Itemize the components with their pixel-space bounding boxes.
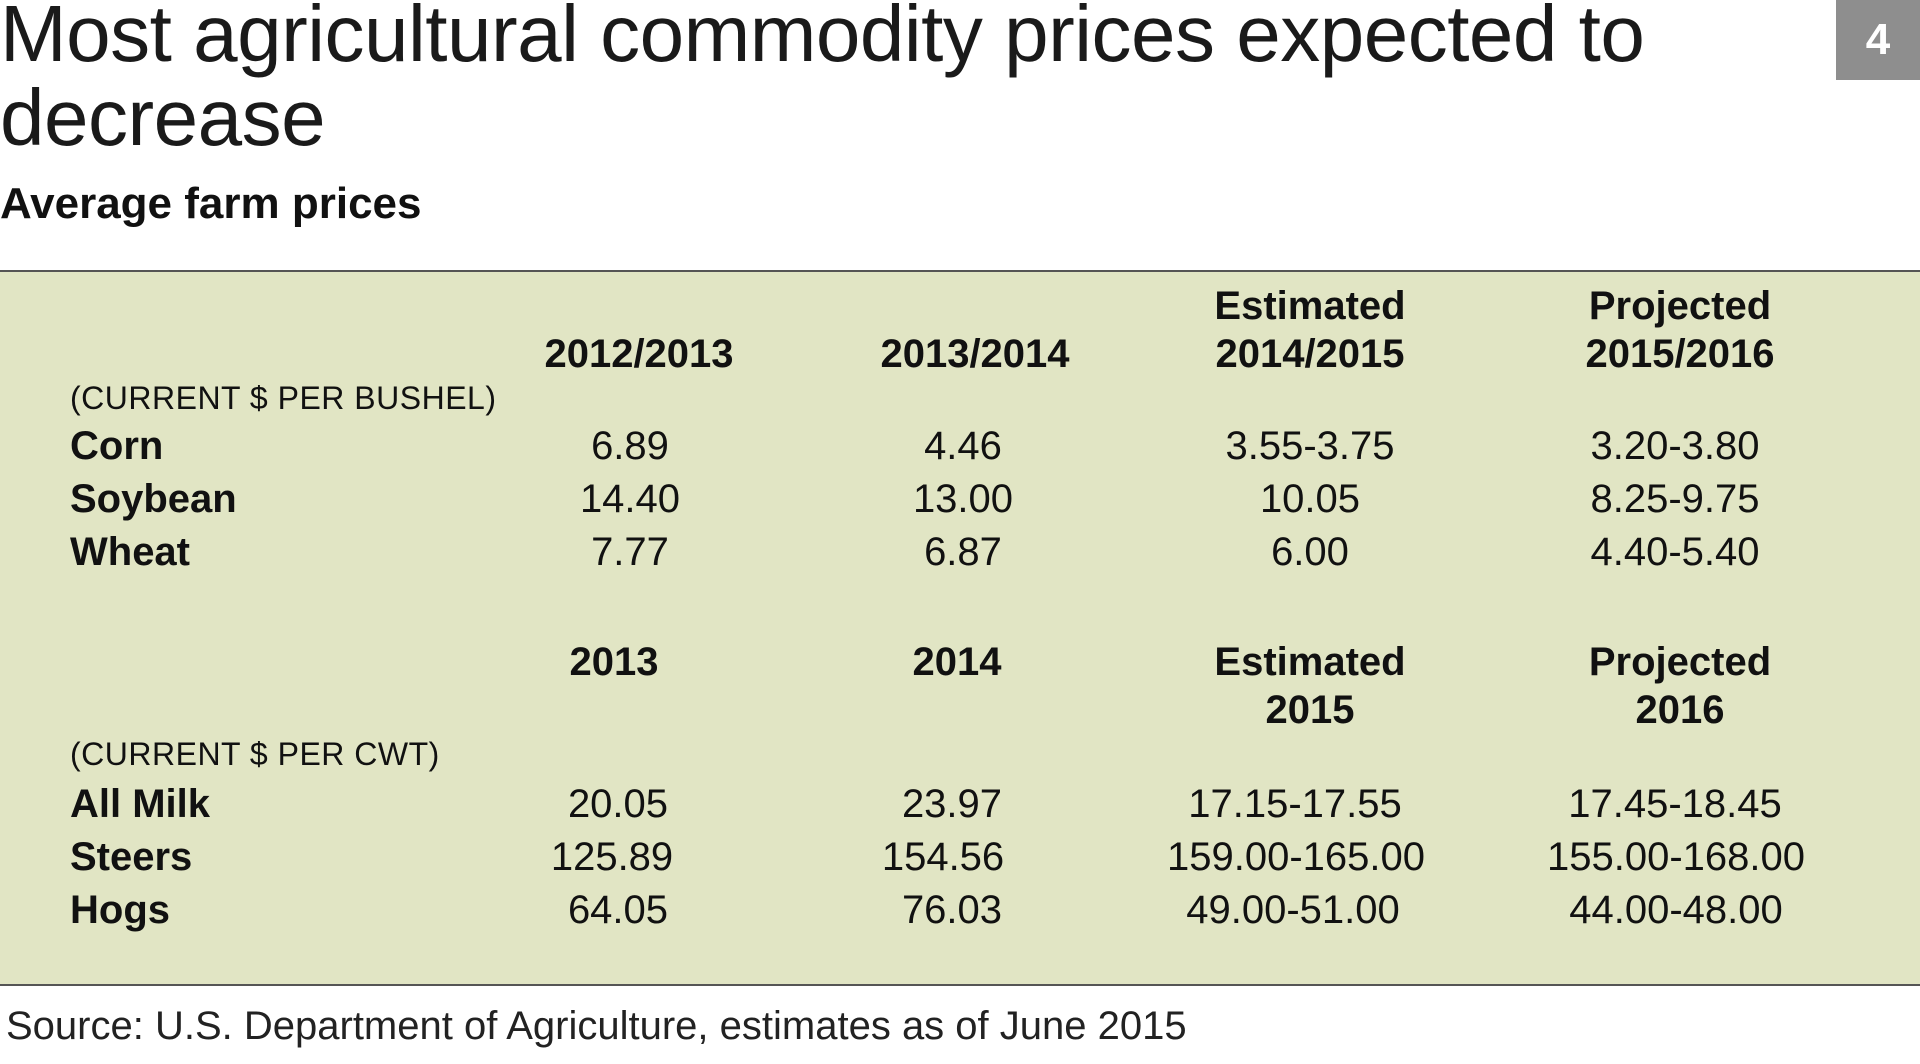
col-header-line2: 2012/2013	[544, 332, 734, 376]
col-header: Estimated 2015	[1150, 638, 1470, 734]
table-cell: 10.05	[1259, 477, 1361, 521]
col-header: Projected 2015/2016	[1520, 282, 1840, 378]
table-cell: 3.55-3.75	[1225, 424, 1395, 468]
source-note: Source: U.S. Department of Agriculture, …	[6, 1004, 1187, 1048]
table-cell: 14.40	[579, 477, 681, 521]
table-cell: 155.00-168.00	[1546, 835, 1805, 879]
table-cell: 125.89	[550, 835, 674, 879]
table-cell: 159.00-165.00	[1166, 835, 1425, 879]
table-cell: 6.87	[924, 530, 1002, 574]
table-cell: 20.05	[567, 782, 669, 826]
col-header: Projected 2016	[1520, 638, 1840, 734]
figure-number-badge: 4	[1836, 0, 1920, 80]
col-header-line2: 2015	[1265, 688, 1355, 732]
unit-label: (CURRENT $ PER CWT)	[70, 736, 440, 772]
table-cell: 49.00-51.00	[1186, 888, 1400, 932]
table-cell: 6.89	[591, 424, 669, 468]
table-cell: 44.00-48.00	[1569, 888, 1783, 932]
table-cell: 17.45-18.45	[1568, 782, 1782, 826]
col-header: 2013/2014	[815, 330, 1135, 378]
row-label: All Milk	[70, 782, 211, 826]
col-header: 2012/2013	[479, 330, 799, 378]
col-header: Estimated 2014/2015	[1150, 282, 1470, 378]
col-header-line2: 2013	[569, 640, 659, 684]
col-header-line1: Projected	[1588, 284, 1772, 328]
chart-subtitle: Average farm prices	[0, 179, 422, 228]
table-cell: 17.15-17.55	[1188, 782, 1402, 826]
col-header-line2: 2014	[912, 640, 1002, 684]
col-header-line1: Estimated	[1214, 284, 1406, 328]
table-cell: 4.46	[924, 424, 1002, 468]
table-cell: 76.03	[901, 888, 1003, 932]
table-cell: 8.25-9.75	[1590, 477, 1760, 521]
price-table: 2012/2013 2013/2014 Estimated 2014/2015 …	[0, 270, 1920, 986]
col-header-line2: 2015/2016	[1585, 332, 1775, 376]
col-header-line2: 2013/2014	[880, 332, 1070, 376]
table-cell: 154.56	[881, 835, 1005, 879]
row-label: Soybean	[70, 477, 237, 521]
col-header-line1: Projected	[1588, 640, 1772, 684]
unit-label: (CURRENT $ PER BUSHEL)	[70, 380, 497, 416]
col-header: 2013	[454, 638, 774, 686]
table-cell: 64.05	[567, 888, 669, 932]
table-cell: 23.97	[901, 782, 1003, 826]
table-cell: 13.00	[912, 477, 1014, 521]
chart-title: Most agricultural commodity prices expec…	[0, 0, 1645, 162]
row-label: Wheat	[70, 530, 190, 574]
table-cell: 7.77	[591, 530, 669, 574]
table-cell: 6.00	[1271, 530, 1349, 574]
row-label: Corn	[70, 424, 164, 468]
col-header-line1: Estimated	[1214, 640, 1406, 684]
row-label: Hogs	[70, 888, 170, 932]
col-header: 2014	[797, 638, 1117, 686]
table-cell: 4.40-5.40	[1590, 530, 1760, 574]
col-header-line2: 2014/2015	[1215, 332, 1405, 376]
col-header-line2: 2016	[1635, 688, 1725, 732]
row-label: Steers	[70, 835, 193, 879]
table-cell: 3.20-3.80	[1590, 424, 1760, 468]
